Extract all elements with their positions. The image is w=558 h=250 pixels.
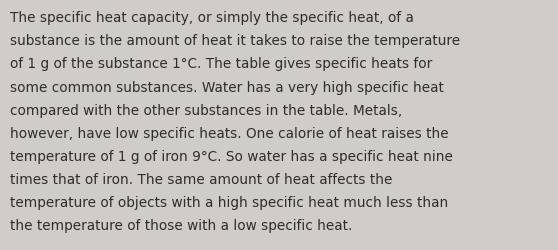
Text: compared with the other substances in the table. Metals,: compared with the other substances in th… [10, 103, 402, 117]
Text: temperature of 1 g of iron 9°C. So water has a specific heat nine: temperature of 1 g of iron 9°C. So water… [10, 149, 453, 163]
Text: however, have low specific heats. One calorie of heat raises the: however, have low specific heats. One ca… [10, 126, 449, 140]
Text: of 1 g of the substance 1°C. The table gives specific heats for: of 1 g of the substance 1°C. The table g… [10, 57, 432, 71]
Text: The specific heat capacity, or simply the specific heat, of a: The specific heat capacity, or simply th… [10, 11, 414, 25]
Text: the temperature of those with a low specific heat.: the temperature of those with a low spec… [10, 218, 353, 232]
Text: temperature of objects with a high specific heat much less than: temperature of objects with a high speci… [10, 195, 448, 209]
Text: some common substances. Water has a very high specific heat: some common substances. Water has a very… [10, 80, 444, 94]
Text: times that of iron. The same amount of heat affects the: times that of iron. The same amount of h… [10, 172, 392, 186]
Text: substance is the amount of heat it takes to raise the temperature: substance is the amount of heat it takes… [10, 34, 460, 48]
